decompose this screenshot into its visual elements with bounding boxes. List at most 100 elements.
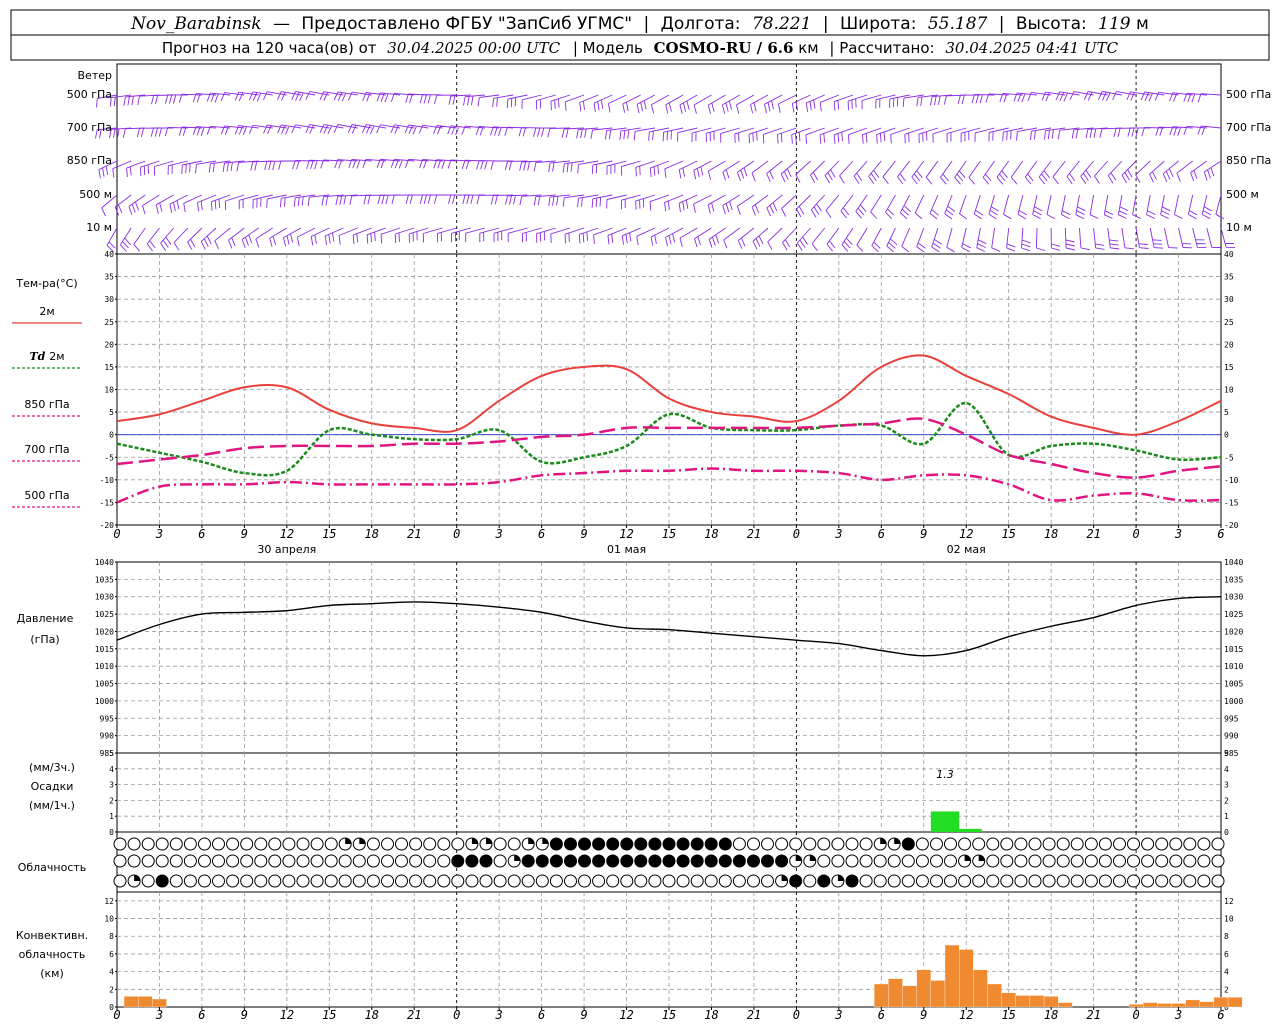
wind-barb (133, 227, 146, 252)
ytick-left-conv: 4 (109, 968, 114, 977)
cloud-symbol (1183, 854, 1197, 868)
wind-barb (805, 94, 825, 112)
wind-barb (1010, 160, 1024, 185)
wind-barb (263, 124, 287, 135)
ytick-left-conv: 0 (109, 1003, 114, 1012)
cloud-symbol (296, 837, 310, 851)
wind-barb (1169, 126, 1193, 136)
wind-barb (1160, 194, 1171, 220)
cloud-symbol (1098, 854, 1112, 868)
conv-title-2: облачность (19, 948, 86, 961)
wind-barb (707, 160, 726, 180)
cloud-symbol (493, 874, 507, 888)
temp-title: Тем-ра(°С) (15, 277, 77, 290)
cloud-symbol (747, 874, 760, 888)
wind-barb (376, 92, 401, 103)
cloud-symbol (578, 854, 591, 868)
cloud-symbol (958, 874, 972, 888)
wind-barb (183, 194, 203, 213)
wind-barb (101, 194, 118, 217)
cloud-symbol (1169, 837, 1183, 851)
wind-barbs (95, 91, 1236, 253)
cloud-symbol (282, 854, 296, 868)
cloud-symbol (901, 874, 915, 888)
wind-barb (394, 227, 415, 244)
cloud-symbol (915, 837, 929, 851)
cloud-symbol (732, 854, 746, 868)
conv-unit: (км) (40, 967, 64, 980)
cloud-symbol (1098, 874, 1112, 888)
wind-barb (1038, 160, 1052, 185)
precip-panel: 0 0 1 1 2 2 3 3 4 4 5 5 (109, 749, 1229, 837)
wind-barb (1107, 160, 1123, 184)
cloud-symbol (958, 837, 972, 851)
xtick-label: 9 (241, 1008, 248, 1022)
cloud-symbol (606, 837, 620, 851)
pressure-title: Давление (17, 612, 74, 625)
x-axis: 0 3 6 9 12 15 18 21 0 3 6 9 12 15 18 21 0 3 6 9 12 15 18 21 0 3 6 0… (113, 525, 1225, 1022)
wind-barb (352, 227, 372, 245)
xtick-label: 0 (1132, 1008, 1139, 1022)
wind-barb (662, 127, 684, 142)
cloud-symbol-partial (345, 838, 352, 844)
legend-label-t850: 850 гПа (24, 398, 69, 411)
wind-barb (635, 160, 655, 177)
wind-barb (548, 160, 570, 173)
wind-barb (1117, 194, 1129, 219)
cloud-symbol (198, 854, 211, 868)
cloud-symbol (1197, 854, 1211, 868)
wind-barb (901, 227, 911, 253)
wind-barb (463, 94, 486, 106)
cloud-symbol (282, 837, 296, 851)
ytick-right-temp: 30 (1224, 295, 1234, 304)
wind-barb (633, 127, 655, 141)
cloud-symbol (409, 837, 423, 851)
wind-barb (220, 125, 245, 135)
wind-barb (1050, 227, 1061, 251)
cloud-symbol (662, 874, 676, 888)
cloud-symbol (789, 874, 803, 888)
cloud-symbol (240, 854, 254, 868)
wind-barb (164, 94, 188, 104)
cloud-symbol (747, 837, 760, 851)
wind-barb (333, 124, 358, 133)
lat-label: Широта: (840, 14, 916, 34)
wind-barb (890, 127, 910, 144)
wind-barb (475, 125, 500, 136)
xtick-label: 21 (747, 527, 761, 541)
wind-barb (447, 125, 471, 136)
lon-value: 78.221 (752, 14, 811, 34)
wind-barb (576, 127, 599, 139)
wind-barb (791, 127, 811, 144)
cloud-symbol (1084, 874, 1098, 888)
wind-barb (577, 194, 599, 208)
cloud-symbol-partial (795, 855, 802, 861)
wind-barb (636, 227, 656, 246)
legend-label-t500: 500 гПа (24, 489, 69, 502)
cloud-symbol (944, 874, 957, 888)
conv-title-1: Конвективн. (16, 929, 88, 942)
conv-bar (123, 996, 139, 1008)
cloud-symbol (1042, 837, 1056, 851)
wind-barb (536, 227, 556, 243)
wind-barb (914, 194, 925, 220)
cloud-symbol (775, 854, 789, 868)
wind-barb (1060, 194, 1071, 220)
cloud-symbol (282, 874, 296, 888)
wind-barb (192, 93, 217, 103)
legend-label-italic: Td (29, 350, 49, 363)
cloud-symbol (634, 874, 648, 888)
ytick-right-temp: 10 (1224, 386, 1234, 395)
frame-wind (116, 63, 1222, 255)
cloud-symbol (310, 837, 324, 851)
cloud-symbol-partial (837, 875, 844, 881)
cloud-symbol (127, 854, 141, 868)
cloud-symbol (240, 874, 254, 888)
wind-barb (968, 160, 981, 185)
cloud-symbol (113, 874, 127, 888)
wind-barb (236, 160, 259, 172)
wind-barb (847, 127, 868, 144)
wind-level-right: 10 м (1226, 221, 1252, 234)
wind-barb (335, 194, 358, 206)
wind-barb (321, 194, 344, 206)
